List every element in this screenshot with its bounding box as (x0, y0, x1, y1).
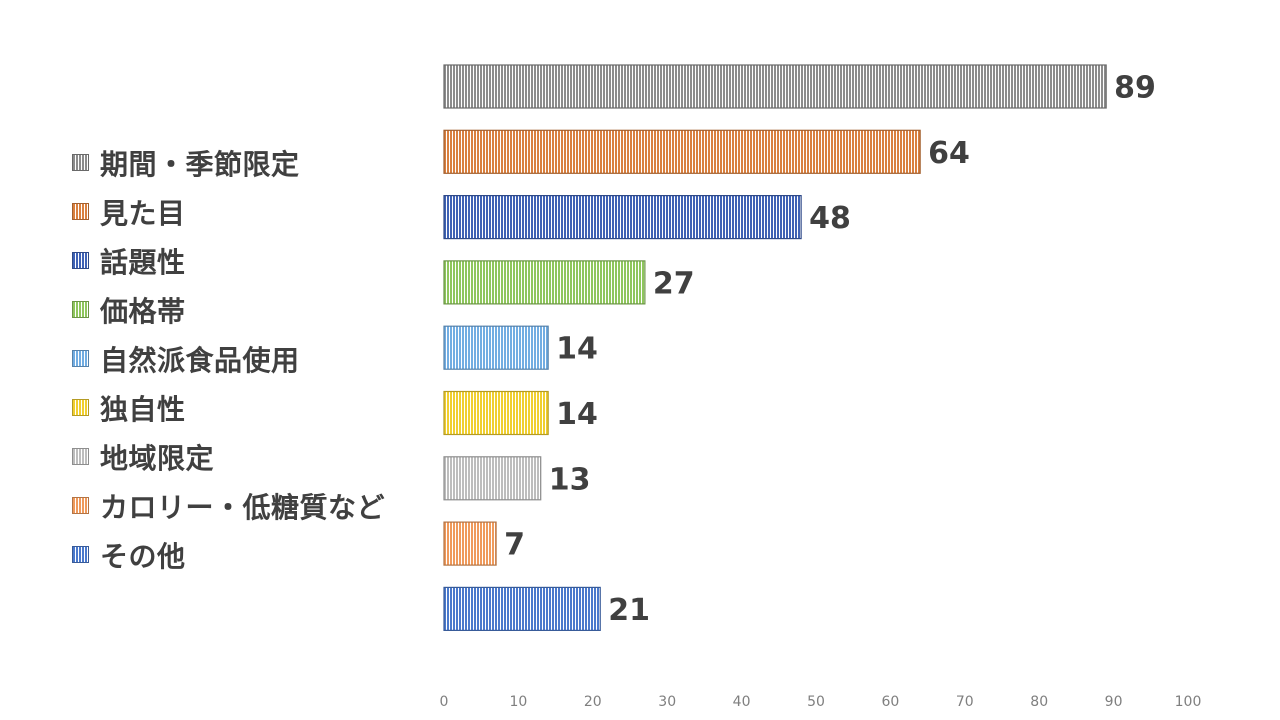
data-label-9: 21 (608, 593, 650, 628)
legend-swatch (72, 154, 89, 171)
data-label-7: 13 (549, 462, 591, 497)
legend-item: 価格帯 (72, 285, 432, 334)
legend-swatch (72, 399, 89, 416)
bar-1 (443, 64, 1107, 109)
legend-item: その他 (72, 530, 432, 579)
x-tick-label: 70 (956, 694, 974, 710)
legend-item: 独自性 (72, 383, 432, 432)
data-label-3: 48 (809, 201, 851, 236)
bar-6 (443, 390, 549, 436)
data-label-8: 7 (504, 528, 525, 563)
legend-swatch (72, 497, 89, 514)
bar-8 (443, 521, 497, 566)
legend-swatch (72, 448, 89, 465)
legend-label: 自然派食品使用 (100, 343, 300, 377)
x-tick-label: 20 (584, 694, 602, 710)
legend-item: 自然派食品使用 (72, 334, 432, 383)
legend-item: 見た目 (72, 187, 432, 236)
legend-label: 見た目 (100, 196, 186, 230)
x-tick-label: 40 (733, 694, 751, 710)
legend-label: 価格帯 (100, 294, 186, 328)
data-label-6: 14 (556, 397, 598, 432)
x-tick-label: 50 (807, 694, 825, 710)
legend-swatch (72, 203, 89, 220)
legend-swatch (72, 301, 89, 318)
data-label-1: 89 (1114, 71, 1156, 106)
legend-label: 期間・季節限定 (100, 147, 300, 181)
bar-7 (443, 456, 542, 501)
legend-label: 独自性 (100, 392, 186, 426)
legend-item: カロリー・低糖質など (72, 481, 432, 530)
legend-label: カロリー・低糖質など (100, 490, 386, 524)
legend-label: 話題性 (100, 245, 186, 279)
legend-label: その他 (100, 539, 186, 573)
x-tick-label: 0 (440, 694, 449, 710)
bar-3 (443, 195, 802, 240)
legend-label: 地域限定 (100, 441, 215, 475)
bar-2 (443, 129, 921, 174)
x-tick-label: 100 (1175, 694, 1202, 710)
legend-swatch (72, 350, 89, 367)
bar-9 (443, 586, 601, 632)
legend-item: 期間・季節限定 (72, 138, 432, 187)
legend-swatch (72, 546, 89, 563)
legend-swatch (72, 252, 89, 269)
legend-item: 地域限定 (72, 432, 432, 481)
data-label-4: 27 (653, 266, 695, 301)
x-tick-label: 30 (658, 694, 676, 710)
legend-item: 話題性 (72, 236, 432, 285)
x-tick-label: 80 (1030, 694, 1048, 710)
chart-legend: 期間・季節限定 見た目話題性価格帯自然派食品使用 独自性地域限定カロリー・低糖質など… (72, 138, 432, 579)
bar-5 (443, 325, 549, 370)
x-tick-label: 90 (1105, 694, 1123, 710)
data-label-5: 14 (556, 332, 598, 367)
bar-4 (443, 260, 646, 305)
x-tick-label: 60 (881, 694, 899, 710)
x-tick-label: 10 (509, 694, 527, 710)
data-label-2: 64 (928, 136, 970, 171)
